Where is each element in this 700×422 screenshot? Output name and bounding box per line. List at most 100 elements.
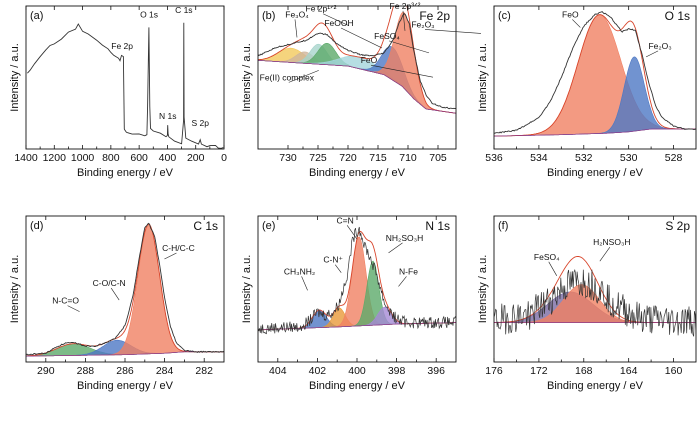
annotation-leader	[164, 252, 177, 260]
y-axis-label: Intensity / a.u.	[9, 255, 21, 323]
x-tick-label: 530	[620, 152, 638, 164]
annotation-feso4: FeSO₄	[374, 31, 400, 41]
x-tick-label: 0	[221, 152, 227, 164]
x-tick-label: 600	[130, 152, 148, 164]
annotation-c-1s: C 1s	[175, 5, 192, 15]
annotation-leader	[334, 264, 342, 273]
annotation-leader	[67, 305, 80, 312]
panel-title: S 2p	[665, 219, 690, 233]
panel-a: 1400 1200 1000 800 600 400 200 0 Binding energy …	[9, 5, 227, 179]
panel-title: Fe 2p	[419, 9, 450, 23]
annotation-leader	[110, 287, 120, 301]
plot-area	[258, 226, 456, 335]
annotation-leader	[599, 247, 611, 262]
panel-title: C 1s	[193, 219, 218, 233]
measured-spectrum	[26, 222, 224, 356]
annotation-fe2o3: Fe₂O₃	[648, 41, 671, 51]
plot-area	[494, 255, 696, 337]
x-tick-label: 200	[187, 152, 205, 164]
x-axis-label: Binding energy / eV	[547, 380, 644, 392]
axes-frame	[25, 215, 225, 363]
annotation-c-nplus: C-N⁺	[323, 255, 343, 265]
x-tick-label: 402	[309, 365, 327, 377]
x-tick-label: 168	[575, 365, 593, 377]
x-tick-label: 160	[665, 365, 683, 377]
x-axis-label: Binding energy / eV	[547, 167, 644, 179]
panel-label: (c)	[498, 10, 511, 22]
annotation-leader	[572, 19, 581, 28]
panel-f: 176 172 168 164 160 Binding energy / eV Intens…	[477, 215, 697, 392]
x-axis-label: Binding energy / eV	[309, 167, 406, 179]
x-tick-label: 404	[269, 365, 287, 377]
x-axis-label: Binding energy / eV	[309, 380, 406, 392]
annotation-fe-2p: Fe 2p	[111, 41, 133, 51]
peak-c-n	[258, 236, 456, 331]
panel-label: (e)	[262, 220, 275, 232]
panel-e: 404 402 400 398 396 Binding energy / eV Intens…	[241, 215, 457, 392]
annotation-c-h-c-c: C-H/C-C	[162, 243, 195, 253]
x-axis-label: Binding energy / eV	[77, 167, 174, 179]
x-tick-label: 730	[279, 152, 297, 164]
x-tick-label: 398	[388, 365, 406, 377]
y-axis-label: Intensity / a.u.	[477, 43, 489, 111]
annotation-leader	[402, 10, 406, 31]
annotation-leader	[548, 261, 558, 276]
annotation-feooh: FeOOH	[324, 18, 353, 28]
x-tick-label: 1200	[43, 152, 67, 164]
plot-area	[258, 6, 456, 114]
plot-area	[26, 222, 224, 357]
x-tick-label: 534	[530, 152, 548, 164]
x-tick-label: 172	[530, 365, 548, 377]
panel-label: (d)	[30, 220, 43, 232]
measured-spectrum	[494, 268, 696, 337]
baseline	[494, 128, 696, 137]
annotation-fe-2p: Fe 2p³ᐟ²	[390, 1, 421, 11]
measured-spectrum	[258, 226, 456, 335]
baseline	[258, 59, 456, 114]
panel-b: 730 725 720 715 710 705 Binding energy / eV Int…	[241, 1, 482, 179]
peak-h2nso3h	[494, 284, 696, 323]
annotation-feso4: FeSO₄	[534, 252, 560, 262]
x-tick-label: 164	[620, 365, 638, 377]
annotation-leader	[398, 276, 407, 287]
annotation-s-2p: S 2p	[191, 118, 209, 128]
axes-frame	[493, 215, 697, 363]
annotation-n-c-o: N-C=O	[52, 296, 79, 306]
annotation-leader	[388, 242, 403, 254]
panel-label: (a)	[30, 10, 43, 22]
baseline	[26, 351, 224, 357]
x-axis-label: Binding energy / eV	[77, 380, 174, 392]
x-tick-label: 288	[77, 365, 95, 377]
x-tick-label: 1400	[14, 152, 38, 164]
fit-envelope	[494, 14, 696, 137]
plot-area	[494, 11, 696, 137]
y-axis-label: Intensity / a.u.	[477, 255, 489, 323]
annotation-fe2o3: Fe₂O₃	[411, 19, 434, 29]
annotation-o-1s: O 1s	[140, 9, 158, 19]
annotation-c-o-c-n: C-O/C-N	[93, 278, 126, 288]
peak-feo	[494, 14, 696, 137]
annotation-leader	[288, 70, 319, 83]
annotation-feo: FeO	[562, 9, 579, 19]
annotation-leader	[424, 29, 482, 34]
x-tick-label: 396	[427, 365, 445, 377]
annotation-leader	[294, 19, 298, 38]
plot-area	[27, 22, 224, 149]
axes-frame	[493, 5, 697, 150]
annotation-fe-ii-complex: Fe(II) complex	[260, 72, 315, 82]
x-tick-label: 400	[159, 152, 177, 164]
x-tick-label: 176	[485, 365, 503, 377]
annotation-ch3nh2: CH₃NH₂	[284, 266, 315, 276]
annotation-leader	[322, 13, 350, 26]
measured-spectrum	[494, 11, 696, 134]
annotation-leader	[370, 64, 434, 78]
panel-title: N 1s	[425, 219, 450, 233]
x-tick-label: 532	[575, 152, 593, 164]
panel-c: 536 534 532 530 528 Binding energy / eV Intens…	[477, 5, 697, 179]
x-tick-label: 286	[116, 365, 134, 377]
annotation-n-fe: N-Fe	[399, 266, 418, 276]
annotation-leader	[645, 50, 659, 58]
axes-frame	[257, 5, 457, 150]
x-tick-label: 705	[429, 152, 447, 164]
